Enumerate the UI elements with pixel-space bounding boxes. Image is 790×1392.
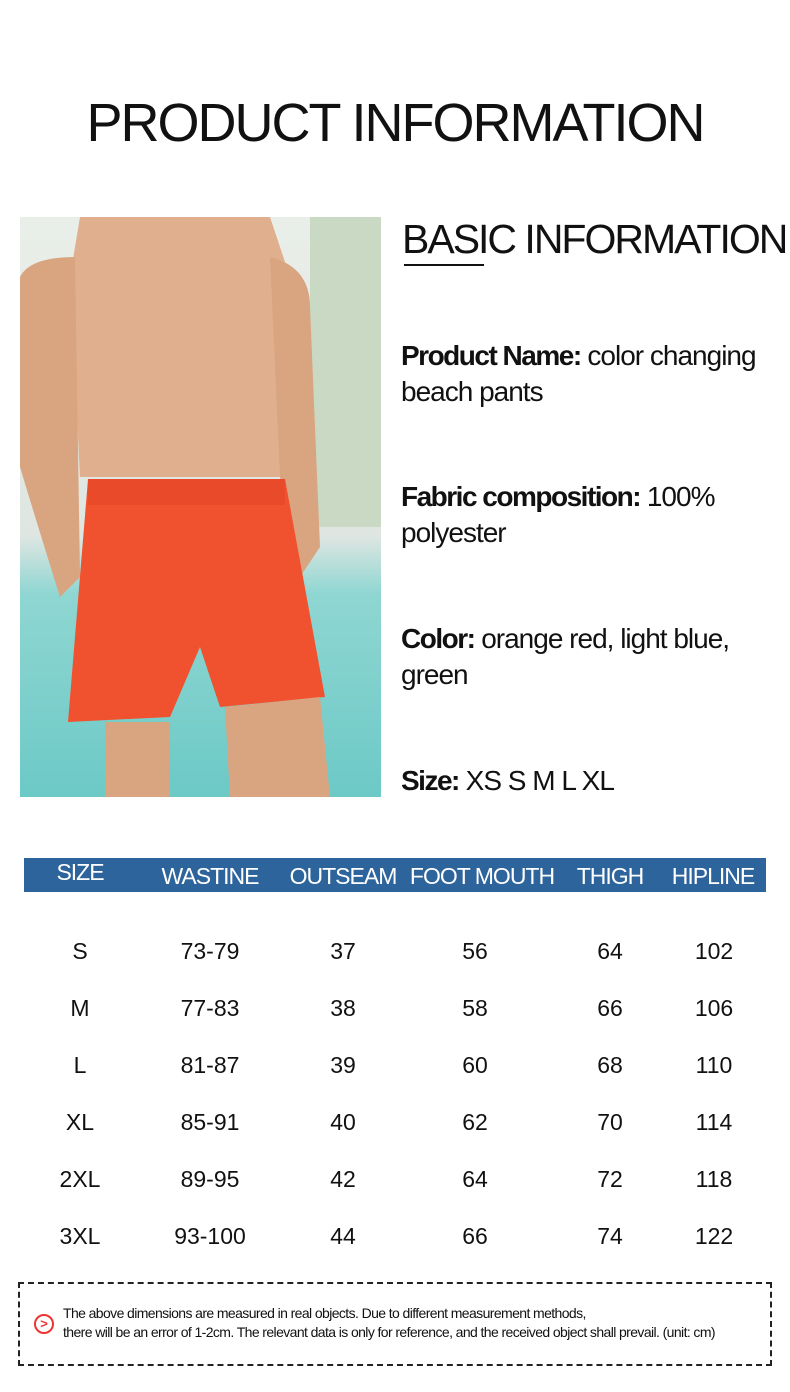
info-label: Size:: [401, 765, 460, 796]
heading-underline: [404, 264, 484, 266]
table-cell: 37: [330, 938, 356, 964]
info-product-name: Product Name: color changing beach pants: [401, 338, 786, 410]
table-cell: 89-95: [180, 1166, 240, 1192]
table-cell: 66: [597, 995, 623, 1021]
info-label: Fabric composition:: [401, 481, 642, 512]
table-cell: 62: [462, 1109, 488, 1135]
info-fabric: Fabric composition: 100% polyester: [401, 479, 786, 551]
table-cell: 114: [695, 1109, 733, 1135]
table-cell: 72: [597, 1166, 623, 1192]
info-value: color changing beach pants: [401, 340, 757, 407]
table-cell: 42: [330, 1166, 356, 1192]
table-cell: M: [70, 995, 90, 1021]
column-header: HIPLINE: [671, 863, 755, 889]
info-value: 100% polyester: [401, 481, 715, 548]
table-cell: 70: [597, 1109, 623, 1135]
table-cell: 64: [462, 1166, 488, 1192]
table-cell: XL: [65, 1109, 95, 1135]
column-header: OUTSEAM: [289, 863, 398, 889]
table-cell: 110: [695, 1052, 733, 1078]
info-size: Size: XS S M L XL: [401, 763, 786, 799]
table-cell: 60: [462, 1052, 488, 1078]
table-cell: S: [72, 938, 88, 964]
table-cell: 68: [597, 1052, 623, 1078]
note-line: The above dimensions are measured in rea…: [63, 1305, 586, 1321]
table-cell: 58: [462, 995, 488, 1021]
table-cell: 38: [330, 995, 356, 1021]
info-value: XS S M L XL: [458, 765, 615, 796]
table-cell: 93-100: [174, 1223, 246, 1249]
table-cell: 102: [694, 938, 734, 964]
table-cell: 44: [330, 1223, 356, 1249]
info-color: Color: orange red, light blue, green: [401, 621, 786, 693]
table-cell: 64: [597, 938, 623, 964]
table-cell: 40: [330, 1109, 356, 1135]
table-cell: 106: [694, 995, 734, 1021]
table-cell: 56: [462, 938, 488, 964]
column-header: THIGH: [576, 863, 645, 889]
column-header: FOOT MOUTH: [409, 863, 555, 889]
table-cell: 122: [694, 1223, 734, 1249]
table-cell: 81-87: [180, 1052, 240, 1078]
size-table-header: SIZE WASTINE OUTSEAM FOOT MOUTH THIGH HI…: [24, 858, 766, 892]
info-label: Product Name:: [401, 340, 582, 371]
table-cell: 2XL: [59, 1166, 101, 1192]
measurement-note: > The above dimensions are measured in r…: [18, 1282, 772, 1366]
table-cell: L: [73, 1052, 87, 1078]
info-label: Color:: [401, 623, 476, 654]
warning-circle-arrow-icon: >: [34, 1314, 54, 1334]
column-header: SIZE: [56, 859, 104, 885]
table-cell: 73-79: [180, 938, 240, 964]
note-line: there will be an error of 1-2cm. The rel…: [63, 1324, 716, 1340]
table-cell: 66: [462, 1223, 488, 1249]
product-photo: [20, 217, 381, 797]
table-cell: 74: [597, 1223, 623, 1249]
column-header: WASTINE: [161, 863, 260, 889]
table-cell: 3XL: [59, 1223, 101, 1249]
info-value: orange red, light blue, green: [401, 623, 730, 690]
table-cell: 77-83: [180, 995, 240, 1021]
basic-information-heading: BASIC INFORMATION: [402, 216, 788, 262]
table-cell: 118: [695, 1166, 733, 1192]
table-cell: 39: [330, 1052, 356, 1078]
table-cell: 85-91: [180, 1109, 240, 1135]
page-title: PRODUCT INFORMATION: [86, 93, 706, 153]
